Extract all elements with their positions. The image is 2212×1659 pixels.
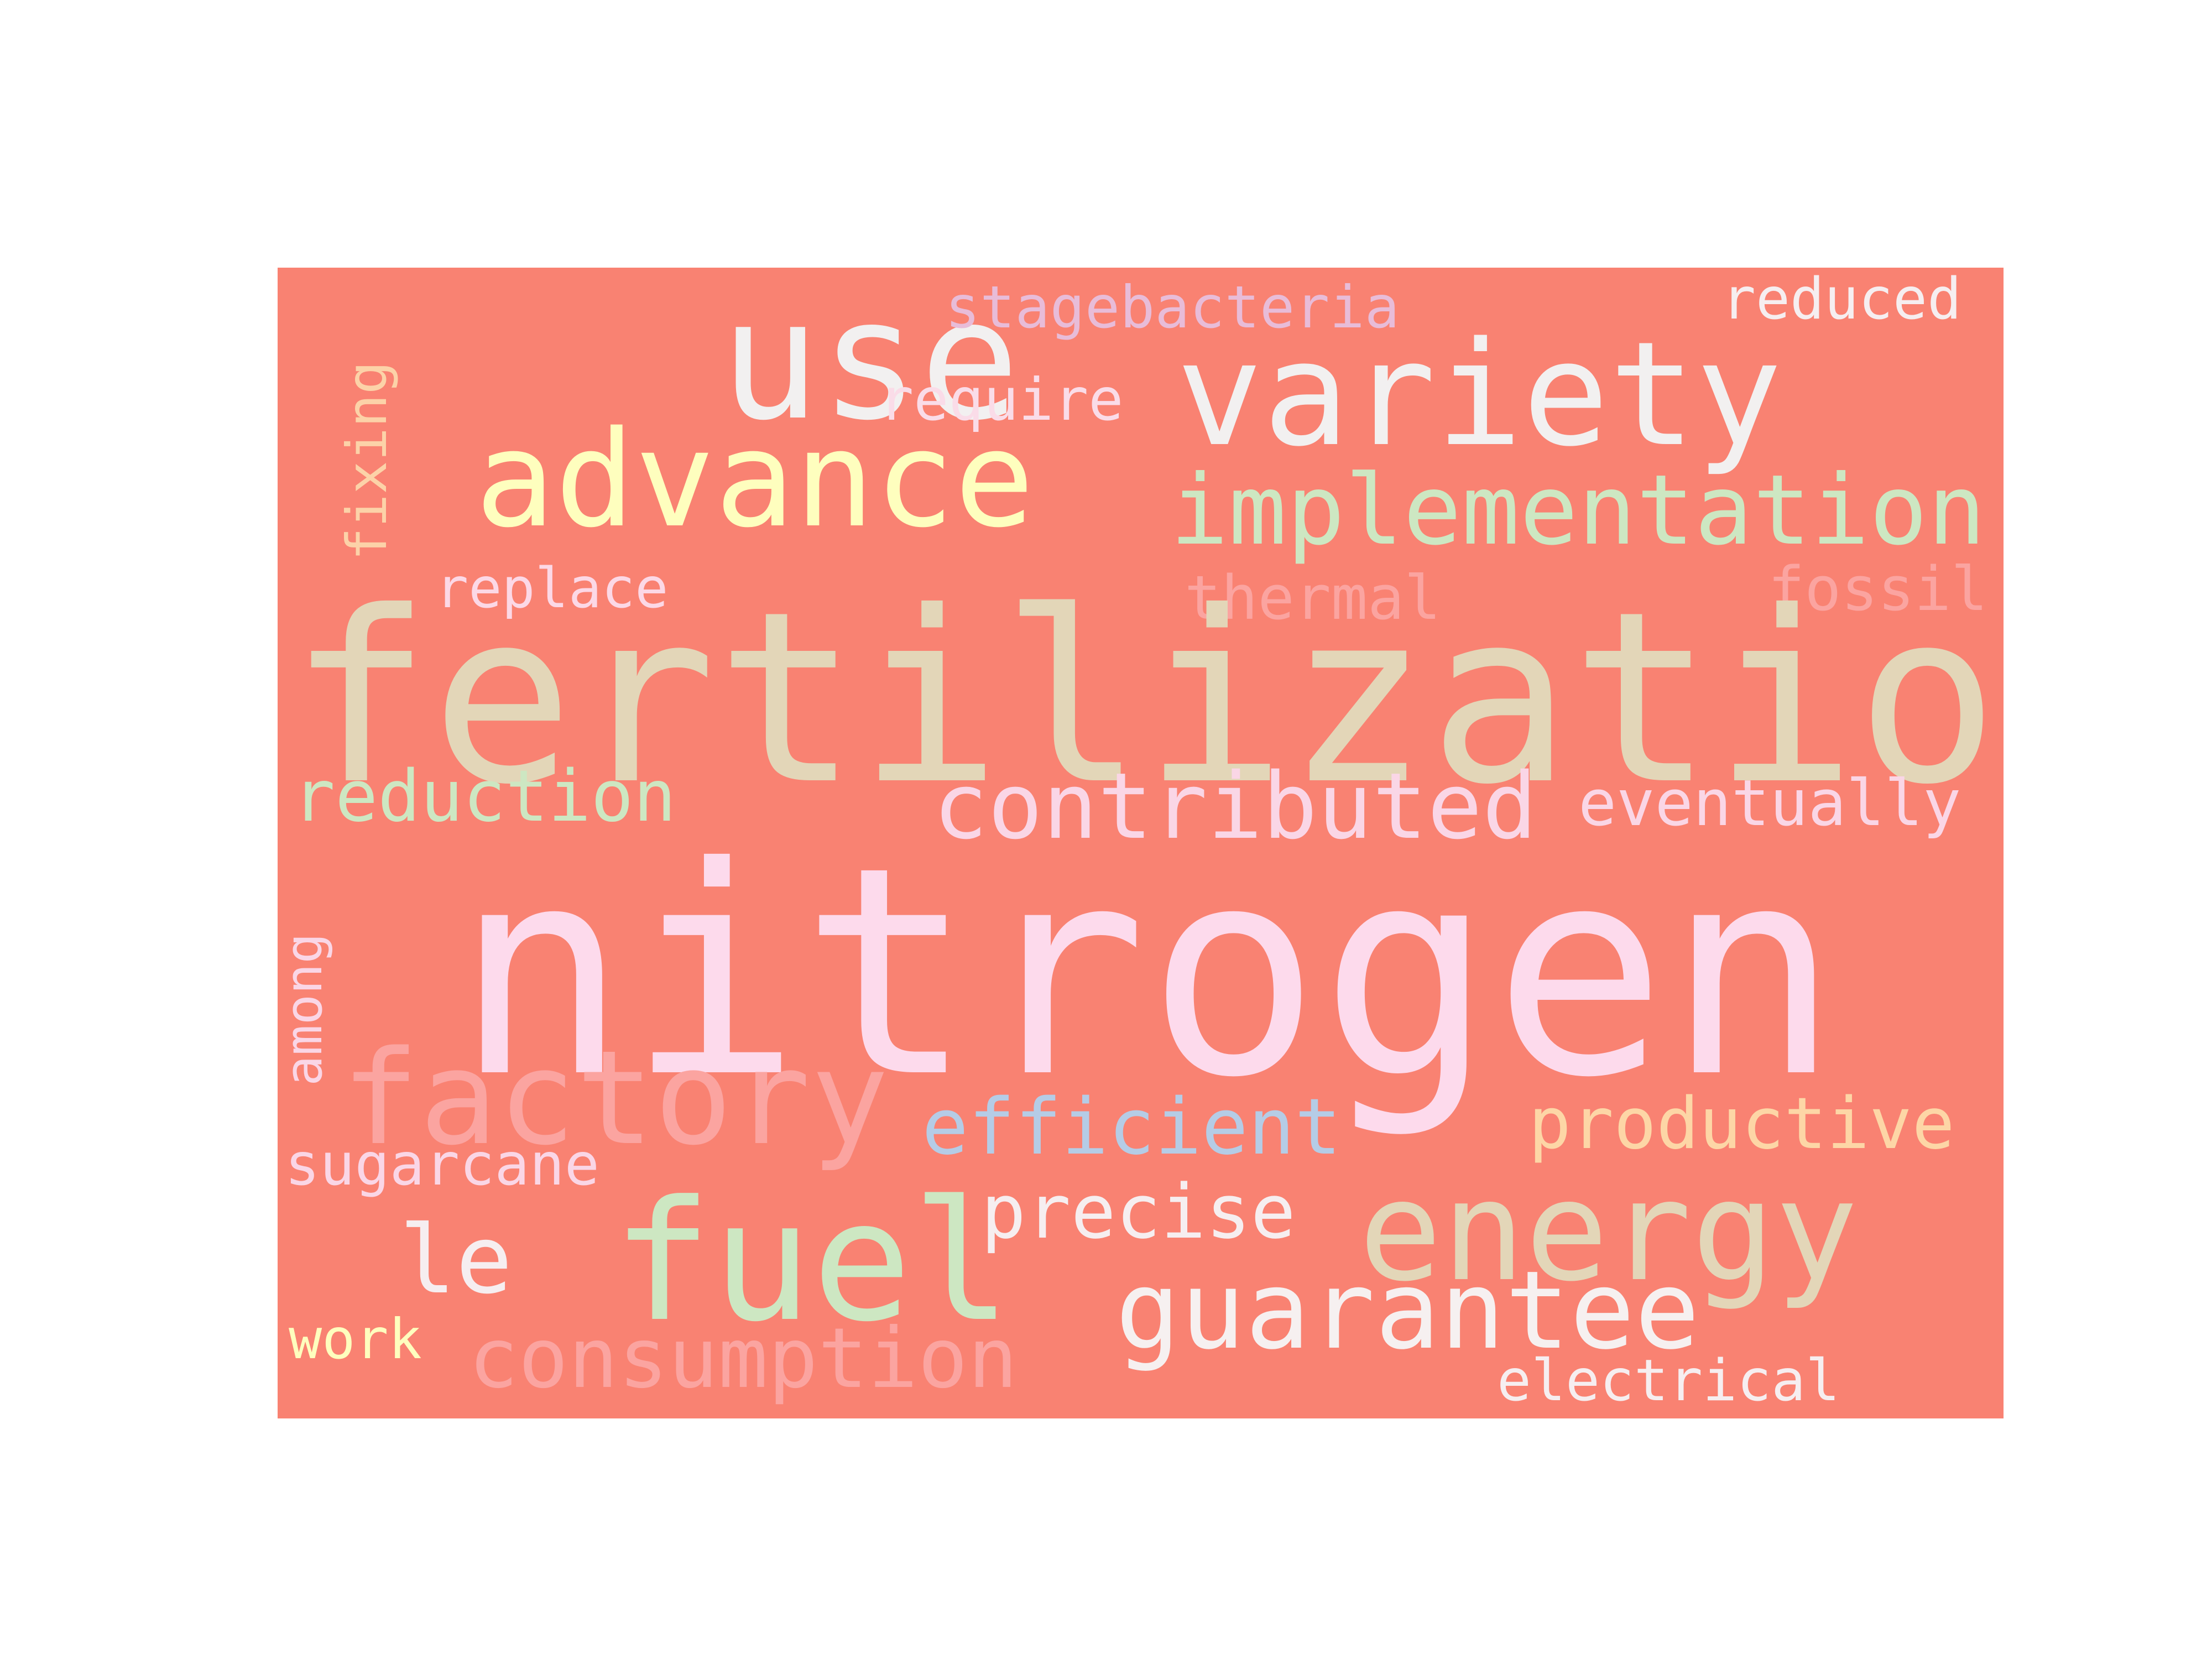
word-fossil: fossil xyxy=(1768,554,1988,624)
word-precise: precise xyxy=(981,1168,1296,1255)
word-thermal: thermal xyxy=(1185,562,1441,633)
word-consumption: consumption xyxy=(468,1311,1018,1407)
word-fertilization: fertilization xyxy=(289,561,2004,836)
word-eventually: eventually xyxy=(1578,766,1961,841)
word-efficient: efficient xyxy=(922,1082,1342,1172)
word-require: require xyxy=(879,366,1124,434)
word-fixing: fixing xyxy=(335,361,399,561)
word-le: le xyxy=(399,1206,513,1315)
word-implementation: implementation xyxy=(1170,455,1986,567)
word-reduced: reduced xyxy=(1721,268,1962,332)
word-among: among xyxy=(278,933,333,1086)
word-stagebacteria: stagebacteria xyxy=(945,274,1400,341)
word-contributed: contributed xyxy=(933,753,1537,859)
word-productive: productive xyxy=(1528,1083,1955,1165)
word-reduction: reduction xyxy=(293,755,676,838)
word-electrical: electrical xyxy=(1497,1348,1840,1414)
word-advance: advance xyxy=(475,402,1035,557)
word-fuel: fuel xyxy=(612,1165,1012,1358)
word-factory: factory xyxy=(341,1023,889,1174)
word-guarantee: guarantee xyxy=(1115,1248,1700,1373)
word-replace: replace xyxy=(435,556,669,620)
word-nitrogen: nitrogen xyxy=(455,805,1840,1140)
word-variety: variety xyxy=(1176,311,1782,478)
word-work: work xyxy=(289,1307,422,1371)
word-use: use xyxy=(720,268,1020,457)
word-sugarcane: sugarcane xyxy=(285,1131,599,1198)
word-cloud: use variety stagebacteria reduced requir… xyxy=(278,268,2004,1418)
word-energy: energy xyxy=(1359,1151,1859,1312)
